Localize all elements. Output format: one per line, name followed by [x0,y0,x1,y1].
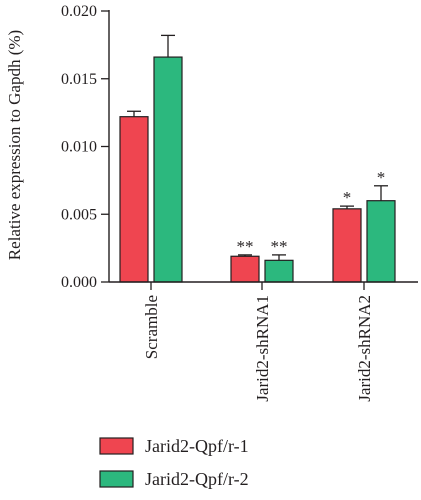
significance-label: * [377,168,386,187]
bar [366,200,396,283]
axes [108,10,418,290]
x-category-label: Jarid2-shRNA2 [355,295,374,402]
y-axis-title: Relative expression to Gapdh (%) [5,30,24,260]
bar [264,259,294,283]
x-category-label: Scramble [142,295,161,359]
y-tick-label: 0.020 [61,3,97,20]
legend-label: Jarid2-Qpf/r-2 [145,469,249,489]
significance-label: ** [237,237,254,256]
y-tick-label: 0.005 [61,206,97,223]
bar [119,116,149,283]
bar [230,255,260,283]
y-tick-label: 0.015 [61,71,97,88]
y-tick-label: 0.010 [61,139,97,156]
bar [332,208,362,283]
legend-swatch [99,437,134,455]
legend-swatch [99,470,134,488]
significance-label: ** [271,237,288,256]
legend: Jarid2-Qpf/r-1 Jarid2-Qpf/r-2 [99,436,249,489]
bar [153,56,183,283]
x-category-label: Jarid2-shRNA1 [253,295,272,402]
y-tick-label: 0.000 [61,274,97,291]
category-labels: Scramble Jarid2-shRNA1 Jarid2-shRNA2 [142,295,374,402]
bars: ****** [119,34,396,283]
y-axis-ticks: 0.000 0.005 0.010 0.015 0.020 [61,3,109,291]
significance-label: * [343,188,352,207]
legend-label: Jarid2-Qpf/r-1 [145,436,249,456]
